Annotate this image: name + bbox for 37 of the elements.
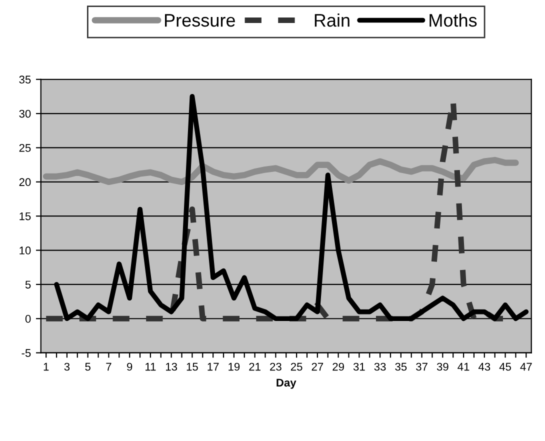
- x-tick-label: 15: [186, 362, 198, 371]
- y-tick-label: 5: [25, 280, 31, 289]
- x-tick-label: 17: [208, 362, 219, 371]
- x-tick-label: 9: [127, 362, 132, 371]
- legend-label: Pressure: [165, 14, 235, 27]
- x-tick-label: 47: [520, 362, 532, 371]
- x-tick-label: 13: [166, 362, 178, 371]
- x-tick-label: 31: [353, 362, 365, 371]
- y-tick-label: 30: [19, 110, 31, 118]
- x-tick-label: 41: [458, 362, 470, 371]
- x-tick-label: 39: [436, 362, 448, 371]
- x-tick-label: 1: [44, 362, 49, 371]
- x-tick-label: 29: [332, 362, 344, 371]
- y-tick-label: -5: [22, 349, 31, 357]
- x-tick-label: 21: [249, 362, 260, 371]
- x-tick-label: 37: [416, 362, 428, 371]
- y-tick-label: 0: [25, 314, 31, 323]
- x-tick-label: 19: [228, 362, 240, 371]
- legend-label: Moths: [430, 13, 477, 27]
- legend-label: Rain: [314, 13, 350, 27]
- x-tick-label: 11: [146, 362, 156, 371]
- x-tick-label: 5: [85, 362, 90, 371]
- x-tick-label: 33: [374, 362, 386, 371]
- x-tick-label: 27: [312, 362, 324, 371]
- y-tick-label: 25: [19, 144, 31, 152]
- x-tick-label: 43: [478, 362, 490, 371]
- x-tick-label: 45: [499, 362, 511, 371]
- y-tick-label: 10: [20, 246, 31, 254]
- x-axis-title: Day: [276, 378, 296, 389]
- x-tick-label: 25: [290, 362, 302, 371]
- y-tick-label: 15: [20, 212, 31, 220]
- y-tick-label: 20: [19, 178, 31, 186]
- x-tick-label: 3: [64, 362, 70, 371]
- x-tick-label: 7: [106, 362, 112, 371]
- x-tick-label: 23: [270, 362, 282, 371]
- x-tick-label: 35: [395, 362, 407, 371]
- y-tick-label: 35: [19, 76, 31, 84]
